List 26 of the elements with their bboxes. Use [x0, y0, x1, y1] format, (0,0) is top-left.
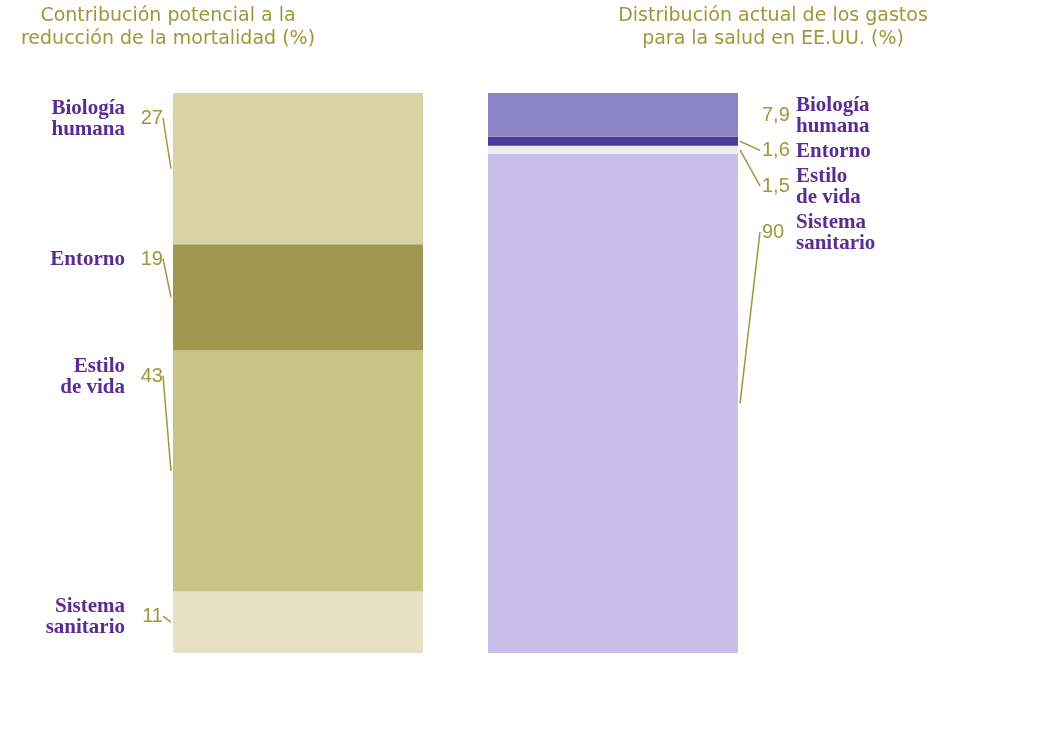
bar [488, 93, 738, 137]
text: Sistema sanitario [796, 208, 876, 254]
text: Entorno [50, 246, 125, 271]
bar [488, 153, 738, 653]
data-label: 7,9 [762, 102, 790, 125]
bar [488, 145, 738, 154]
bar [488, 136, 738, 146]
bar [173, 350, 423, 592]
bar [173, 591, 423, 653]
text: Sistema sanitario [45, 593, 126, 639]
data-label: 1,6 [762, 138, 790, 161]
text: Biología humana [51, 95, 126, 140]
data-label: 1,5 [762, 173, 790, 196]
text: Biología humana [796, 91, 871, 137]
text: Estilo de vida [60, 352, 126, 398]
text: Estilo de vida [796, 162, 862, 208]
data-label: 27 [140, 106, 163, 128]
bar [173, 244, 423, 351]
chart-title: Contribución potencial a la reducción de la mortalidad (%) [20, 3, 316, 48]
data-label: 90 [762, 219, 785, 242]
chart-title: Distribución actual de los gastos para la salud en EE.UU. (%) [618, 3, 928, 48]
data-label: 43 [140, 363, 163, 386]
bar [173, 93, 423, 245]
text: Entorno [796, 137, 871, 162]
data-label: 19 [140, 246, 163, 269]
data-label: 11 [142, 604, 163, 627]
